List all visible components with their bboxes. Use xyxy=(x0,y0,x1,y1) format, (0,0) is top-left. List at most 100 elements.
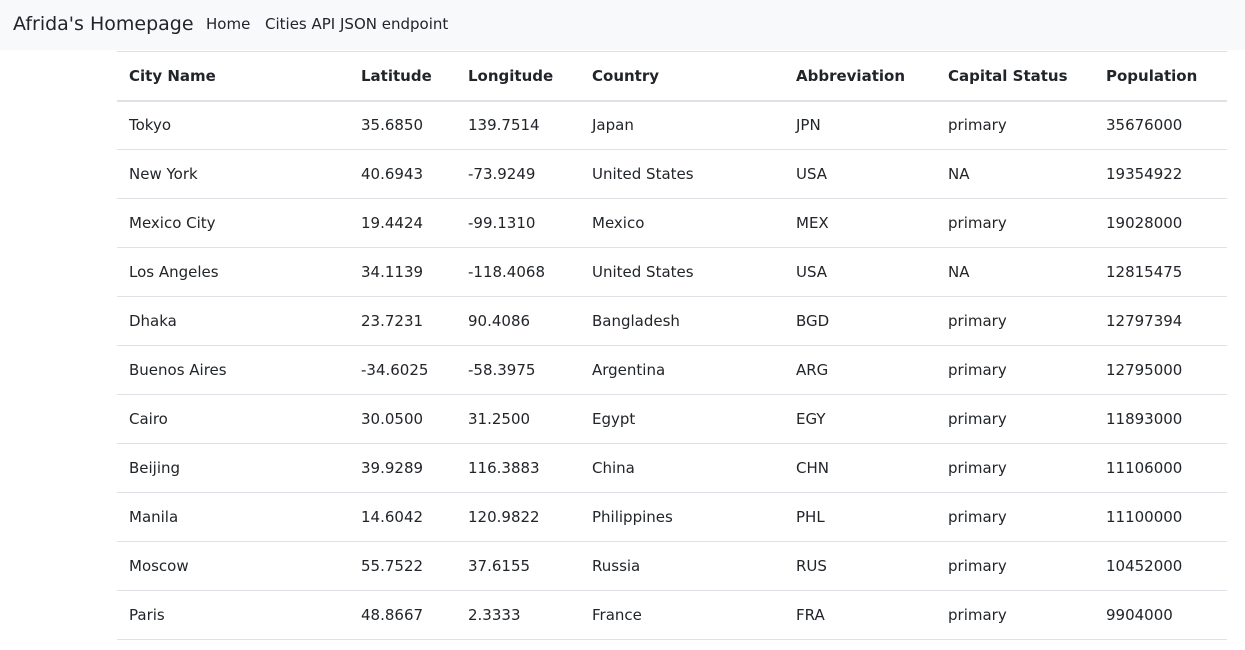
country-cell: United States xyxy=(592,263,694,281)
abbreviation-cell: USA xyxy=(796,165,828,183)
table-row: Manila 14.6042 120.9822 Philippines PHL prima… xyxy=(117,493,1227,542)
abbreviation-cell: USA xyxy=(796,263,828,281)
table-header-row: City Name Latitude Longitude Country Abb… xyxy=(117,51,1227,101)
column-header-population: Population xyxy=(1106,66,1198,85)
latitude-cell: 19.4424 xyxy=(361,214,424,232)
abbreviation-cell: BGD xyxy=(796,312,830,330)
capital-status-cell: NA xyxy=(948,263,970,281)
table-body: Tokyo 35.6850 139.7514 Japan JPN primary 35676… xyxy=(117,101,1227,640)
nav-link-home[interactable]: Home xyxy=(206,15,251,33)
capital-status-cell: primary xyxy=(948,557,1007,575)
abbreviation-cell: MEX xyxy=(796,214,829,232)
abbreviation-cell: RUS xyxy=(796,557,827,575)
table-row: Paris 48.8667 2.3333 France FRA primary 990400… xyxy=(117,591,1227,640)
country-cell: United States xyxy=(592,165,694,183)
population-cell: 12815475 xyxy=(1106,263,1183,281)
column-header-capital-status: Capital Status xyxy=(948,66,1068,85)
abbreviation-cell: FRA xyxy=(796,606,825,624)
column-header-latitude: Latitude xyxy=(361,66,432,85)
table-row: Buenos Aires -34.6025 -58.3975 Argentina ARG… xyxy=(117,346,1227,395)
column-header-country: Country xyxy=(592,66,660,85)
city-name-cell: Mexico City xyxy=(129,214,216,232)
table-row: Los Angeles 34.1139 -118.4068 United States… xyxy=(117,248,1227,297)
country-cell: Japan xyxy=(592,116,634,135)
population-cell: 9904000 xyxy=(1106,606,1173,624)
table-row: Cairo 30.0500 31.2500 Egypt EGY primary 118930… xyxy=(117,395,1227,444)
longitude-cell: -118.4068 xyxy=(468,263,545,281)
longitude-cell: 2.3333 xyxy=(468,606,521,624)
capital-status-cell: primary xyxy=(948,508,1007,526)
capital-status-cell: primary xyxy=(948,361,1007,379)
nav-link-cities-api[interactable]: Cities API JSON endpoint xyxy=(265,15,449,33)
population-cell: 11106000 xyxy=(1106,459,1183,477)
abbreviation-cell: PHL xyxy=(796,508,825,526)
longitude-cell: 37.6155 xyxy=(468,557,531,575)
city-name-cell: Dhaka xyxy=(129,312,177,330)
latitude-cell: 48.8667 xyxy=(361,606,424,624)
table-row: Dhaka 23.7231 90.4086 Bangladesh BGD primary 1… xyxy=(117,297,1227,346)
longitude-cell: 90.4086 xyxy=(468,312,531,330)
latitude-cell: 23.7231 xyxy=(361,312,424,330)
table-row: Beijing 39.9289 116.3883 China CHN primary 111… xyxy=(117,444,1227,493)
abbreviation-cell: EGY xyxy=(796,410,826,428)
longitude-cell: -73.9249 xyxy=(468,165,536,183)
country-cell: Russia xyxy=(592,557,641,575)
city-name-cell: Tokyo xyxy=(129,116,171,135)
country-cell: Argentina xyxy=(592,361,666,379)
table-row: New York 40.6943 -73.9249 United States USA N… xyxy=(117,150,1227,199)
abbreviation-cell: CHN xyxy=(796,459,829,477)
country-cell: Egypt xyxy=(592,410,636,428)
population-cell: 35676000 xyxy=(1106,116,1183,135)
city-name-cell: Beijing xyxy=(129,459,181,477)
latitude-cell: 39.9289 xyxy=(361,459,424,477)
country-cell: Bangladesh xyxy=(592,312,680,330)
navbar: Afrida's Homepage Home Cities API JSON e… xyxy=(0,0,1245,50)
population-cell: 12795000 xyxy=(1106,361,1183,379)
latitude-cell: 35.6850 xyxy=(361,116,424,135)
country-cell: Mexico xyxy=(592,214,645,232)
country-cell: Philippines xyxy=(592,508,673,526)
longitude-cell: 120.9822 xyxy=(468,508,540,526)
longitude-cell: 139.7514 xyxy=(468,116,540,135)
latitude-cell: 55.7522 xyxy=(361,557,424,575)
city-name-cell: Paris xyxy=(129,606,165,624)
population-cell: 11893000 xyxy=(1106,410,1183,428)
capital-status-cell: NA xyxy=(948,165,970,183)
longitude-cell: 31.2500 xyxy=(468,410,531,428)
abbreviation-cell: JPN xyxy=(796,116,821,135)
country-cell: France xyxy=(592,606,642,624)
cities-table: City Name Latitude Longitude Country Abb… xyxy=(117,51,1227,640)
cities-table-container: City Name Latitude Longitude Country Abb… xyxy=(117,51,1227,640)
city-name-cell: Los Angeles xyxy=(129,263,219,281)
city-name-cell: Cairo xyxy=(129,410,168,428)
brand-link[interactable]: Afrida's Homepage xyxy=(13,13,194,35)
column-header-longitude: Longitude xyxy=(468,66,554,85)
capital-status-cell: primary xyxy=(948,459,1007,477)
capital-status-cell: primary xyxy=(948,410,1007,428)
latitude-cell: 30.0500 xyxy=(361,410,424,428)
population-cell: 19354922 xyxy=(1106,165,1183,183)
city-name-cell: Buenos Aires xyxy=(129,361,227,379)
population-cell: 10452000 xyxy=(1106,557,1183,575)
city-name-cell: Moscow xyxy=(129,557,189,575)
table-row: Tokyo 35.6850 139.7514 Japan JPN primary 35676… xyxy=(117,101,1227,150)
capital-status-cell: primary xyxy=(948,116,1007,135)
column-header-abbreviation: Abbreviation xyxy=(796,66,905,85)
abbreviation-cell: ARG xyxy=(796,361,829,379)
city-name-cell: New York xyxy=(129,165,198,183)
capital-status-cell: primary xyxy=(948,312,1007,330)
longitude-cell: -58.3975 xyxy=(468,361,536,379)
population-cell: 12797394 xyxy=(1106,312,1183,330)
table-header: City Name Latitude Longitude Country Abb… xyxy=(117,51,1227,101)
table-row: Moscow 55.7522 37.6155 Russia RUS primary 1045… xyxy=(117,542,1227,591)
column-header-city-name: City Name xyxy=(129,66,216,85)
city-name-cell: Manila xyxy=(129,508,179,526)
latitude-cell: 34.1139 xyxy=(361,263,424,281)
latitude-cell: 40.6943 xyxy=(361,165,424,183)
latitude-cell: -34.6025 xyxy=(361,361,429,379)
capital-status-cell: primary xyxy=(948,214,1007,232)
population-cell: 19028000 xyxy=(1106,214,1183,232)
country-cell: China xyxy=(592,459,635,477)
longitude-cell: 116.3883 xyxy=(468,459,540,477)
longitude-cell: -99.1310 xyxy=(468,214,536,232)
